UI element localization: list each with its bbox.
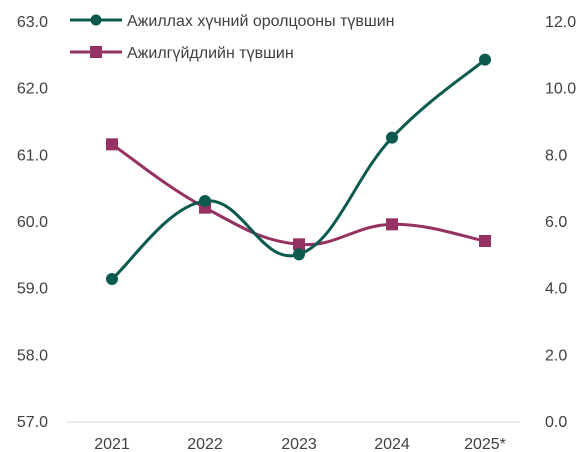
left-axis-ticks: 57.0 58.0 59.0 60.0 61.0 62.0 63.0: [17, 14, 48, 431]
unemployment-point: [479, 235, 491, 247]
participation-point: [386, 131, 398, 144]
right-tick-label: 4.0: [545, 281, 567, 298]
legend-participation-label: Ажиллах хүчний оролцооны түвшин: [127, 13, 395, 30]
left-tick-label: 57.0: [17, 414, 48, 431]
x-axis-ticks: 2021 2022 2023 2024 2025*: [94, 436, 506, 452]
right-tick-label: 0.0: [545, 414, 567, 431]
x-tick-label: 2025*: [464, 436, 506, 452]
legend-participation-marker: [90, 14, 102, 26]
legend-unemployment-label: Ажилгүйдлийн түвшин: [127, 45, 294, 62]
unemployment-point: [293, 238, 305, 251]
right-tick-label: 12.0: [545, 14, 576, 31]
participation-point: [479, 53, 491, 66]
right-tick-label: 6.0: [545, 214, 567, 231]
left-tick-label: 58.0: [17, 347, 48, 364]
participation-point: [293, 248, 305, 261]
x-tick-label: 2023: [281, 436, 317, 452]
x-tick-label: 2022: [187, 436, 223, 452]
legend-unemployment-marker: [90, 46, 102, 58]
right-tick-label: 10.0: [545, 81, 576, 98]
right-axis-ticks: 0.0 2.0 4.0 6.0 8.0 10.0 12.0: [545, 14, 576, 431]
participation-point: [106, 273, 118, 285]
x-tick-label: 2021: [94, 436, 130, 452]
participation-point: [199, 195, 211, 207]
legend: Ажиллах хүчний оролцооны түвшин Ажилгүйдл…: [70, 13, 395, 62]
unemployment-point: [106, 138, 118, 151]
x-tick-label: 2024: [374, 436, 410, 452]
left-tick-label: 59.0: [17, 281, 48, 298]
left-tick-label: 60.0: [17, 214, 48, 231]
right-tick-label: 8.0: [545, 147, 567, 164]
unemployment-line: [110, 142, 487, 247]
right-tick-label: 2.0: [545, 347, 567, 364]
left-tick-label: 61.0: [17, 147, 48, 164]
series-layer: [106, 53, 491, 285]
left-tick-label: 63.0: [17, 14, 48, 31]
unemployment-point: [386, 218, 398, 231]
left-tick-label: 62.0: [17, 81, 48, 98]
